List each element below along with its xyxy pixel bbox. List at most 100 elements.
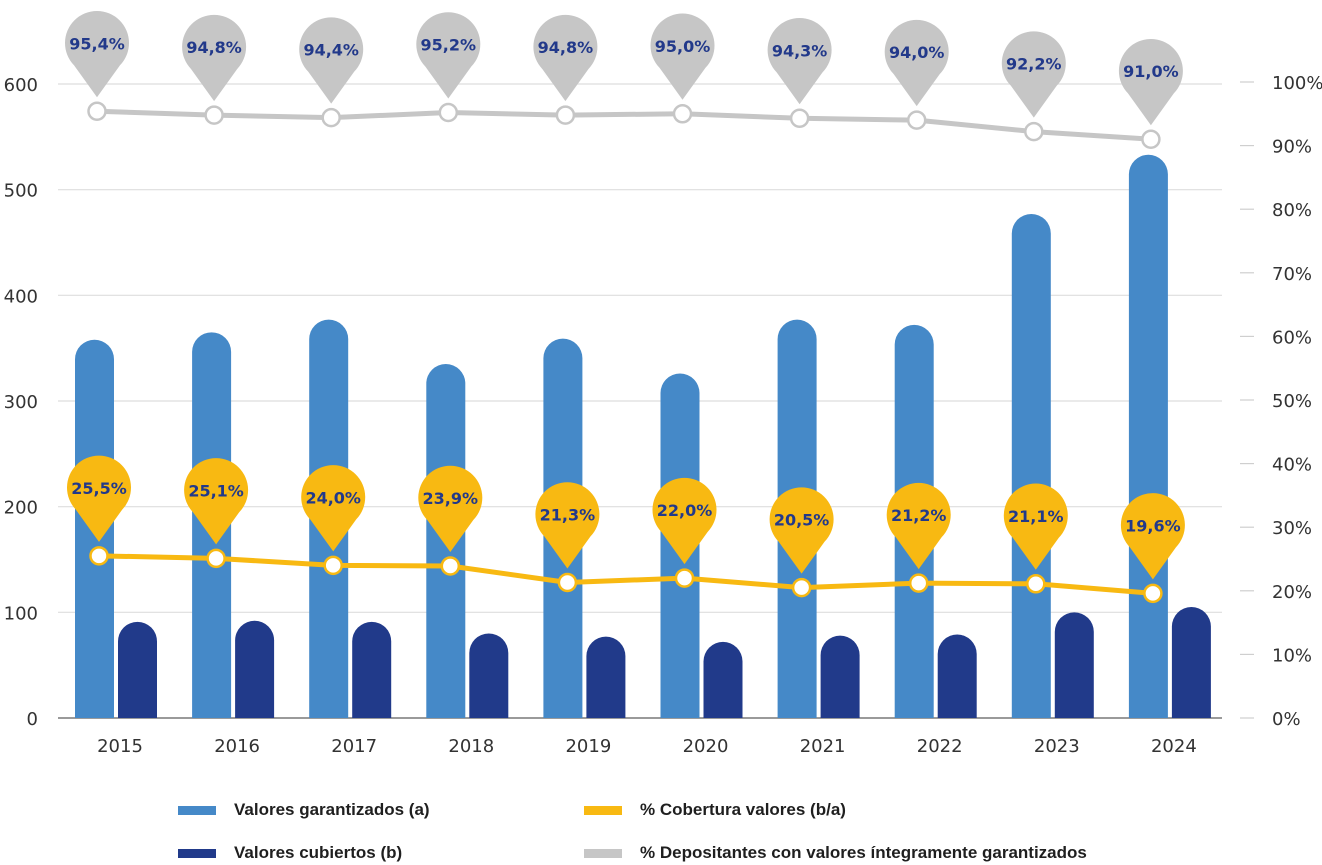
x-tick-label: 2016 (214, 736, 260, 757)
line-marker (438, 102, 459, 123)
line-cobertura (98, 553, 1154, 596)
x-tick-label: 2024 (1151, 736, 1197, 757)
data-label-pin (1003, 483, 1068, 570)
line-marker (674, 568, 695, 588)
data-label: 94,8% (186, 38, 242, 57)
y-left-tick-label: 300 (4, 392, 38, 413)
data-label: 25,5% (71, 479, 127, 498)
legend-swatch-light-blue (178, 805, 216, 815)
data-label: 21,2% (891, 506, 947, 525)
data-label: 20,5% (774, 511, 830, 530)
data-label: 22,0% (657, 501, 713, 520)
data-label: 94,8% (538, 38, 594, 57)
line-marker (1141, 129, 1161, 149)
data-label-pin (1120, 493, 1185, 580)
data-label-pin (650, 13, 715, 100)
y-right-tick-label: 70% (1272, 264, 1312, 285)
data-label-pin (418, 465, 483, 552)
data-label: 21,3% (540, 506, 596, 525)
bar-valores-cubiertos (1054, 612, 1094, 718)
y-right-tick-label: 0% (1272, 709, 1301, 730)
bar-valores-garantizados (1011, 213, 1051, 718)
line-marker (672, 104, 693, 124)
x-tick-label: 2022 (917, 736, 963, 757)
data-label-pin (1001, 31, 1066, 118)
line-marker (440, 556, 461, 576)
data-label-pin (533, 14, 598, 102)
line-marker (206, 548, 226, 569)
legend-item-cobertura: % Cobertura valores (b/a) (584, 800, 846, 820)
legend-label: % Depositantes con valores íntegramente … (640, 843, 1087, 862)
data-label-pin (416, 12, 481, 99)
y-right-tick-label: 100% (1272, 73, 1322, 94)
legend-swatch-dark-blue (178, 848, 216, 858)
data-label-pin (767, 18, 832, 105)
data-label: 25,1% (188, 481, 244, 500)
y-right-tick-label: 10% (1272, 645, 1312, 666)
line-marker (323, 555, 343, 576)
line-marker (908, 573, 929, 593)
data-label-pin (184, 458, 249, 545)
legend-item-valores-garantizados: Valores garantizados (a) (178, 800, 430, 820)
data-label: 95,0% (655, 37, 711, 56)
data-label: 24,0% (305, 488, 361, 507)
y-left-tick-label: 500 (4, 181, 38, 202)
line-marker (789, 108, 810, 129)
bar-valores-cubiertos (820, 635, 860, 718)
bar-valores-cubiertos (937, 634, 977, 718)
line-marker (555, 105, 576, 125)
y-right-tick-label: 30% (1272, 518, 1312, 539)
line-marker (321, 107, 341, 128)
line-marker (87, 101, 107, 122)
line-marker (791, 577, 812, 598)
legend-swatch-yellow (584, 805, 622, 815)
data-label: 19,6% (1125, 516, 1181, 535)
bar-valores-cubiertos (469, 633, 509, 718)
data-label-pin (652, 477, 717, 565)
line-marker (1024, 121, 1044, 142)
data-label-pin (66, 455, 131, 542)
y-right-tick-label: 60% (1272, 327, 1312, 348)
y-right-tick-label: 20% (1272, 582, 1312, 603)
data-label-pin (182, 14, 247, 102)
line-marker (89, 546, 109, 566)
data-label-pin (301, 465, 366, 552)
data-label: 95,2% (421, 36, 477, 55)
x-tick-label: 2023 (1034, 736, 1080, 757)
data-label: 91,0% (1123, 62, 1179, 81)
line-marker (1143, 583, 1163, 604)
data-label-pin (64, 11, 129, 98)
data-label-pin (884, 19, 949, 107)
bar-valores-cubiertos (235, 620, 275, 718)
y-left-tick-label: 600 (4, 75, 38, 96)
legend-item-valores-cubiertos: Valores cubiertos (b) (178, 843, 402, 863)
bar-valores-cubiertos (586, 636, 626, 718)
data-label-pin (1118, 38, 1183, 126)
y-right-tick-label: 80% (1272, 200, 1312, 221)
data-label-pin (535, 482, 600, 569)
line-marker (1026, 574, 1046, 594)
y-left-tick-label: 0 (27, 709, 38, 730)
x-tick-label: 2015 (97, 736, 143, 757)
data-label-pin (299, 17, 364, 104)
bar-valores-cubiertos (703, 641, 743, 718)
line-marker (204, 105, 224, 125)
data-label: 94,3% (772, 41, 828, 60)
data-label-pin (886, 482, 951, 570)
y-right-tick-label: 40% (1272, 455, 1312, 476)
line-depositantes (96, 108, 1152, 142)
legend-item-depositantes: % Depositantes con valores íntegramente … (584, 843, 1087, 863)
x-tick-label: 2021 (800, 736, 846, 757)
y-right-tick-label: 90% (1272, 137, 1312, 158)
data-label: 92,2% (1006, 55, 1062, 74)
legend-label: % Cobertura valores (b/a) (640, 800, 846, 819)
data-label-pin (769, 487, 834, 574)
data-label: 94,0% (889, 43, 945, 62)
bar-valores-cubiertos (118, 621, 157, 718)
line-marker (557, 572, 578, 593)
y-left-tick-label: 200 (4, 498, 38, 519)
data-label: 21,1% (1008, 507, 1064, 526)
bar-valores-cubiertos (352, 621, 392, 718)
x-tick-label: 2018 (448, 736, 494, 757)
